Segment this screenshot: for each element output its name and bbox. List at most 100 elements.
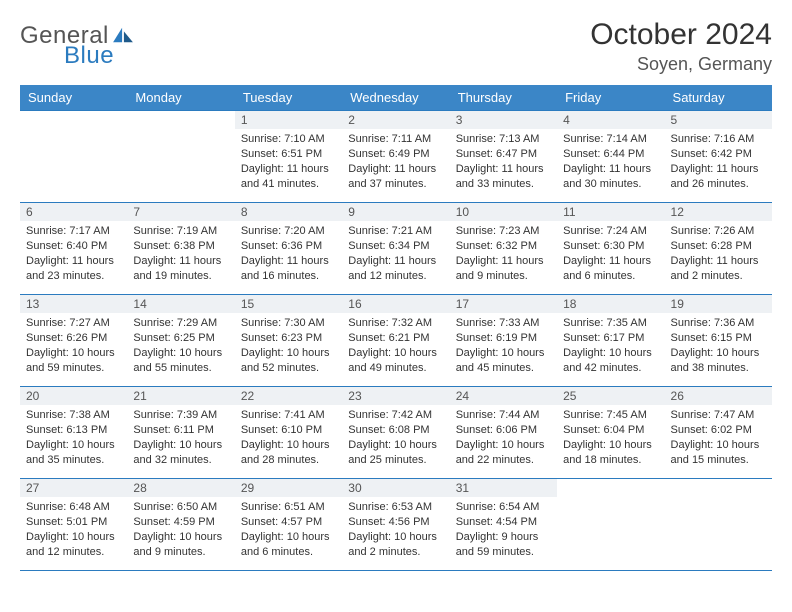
calendar-week-row: 13Sunrise: 7:27 AMSunset: 6:26 PMDayligh… — [20, 295, 772, 387]
day-detail-line: Daylight: 11 hours — [456, 254, 551, 269]
day-number: 31 — [450, 479, 557, 497]
day-detail: Sunrise: 6:54 AMSunset: 4:54 PMDaylight:… — [450, 497, 557, 563]
day-detail-line: Sunset: 6:25 PM — [133, 331, 228, 346]
day-detail-line: Sunrise: 7:11 AM — [348, 132, 443, 147]
day-detail-line: Daylight: 10 hours — [456, 438, 551, 453]
calendar-day-cell: 1Sunrise: 7:10 AMSunset: 6:51 PMDaylight… — [235, 111, 342, 203]
day-detail-line: and 25 minutes. — [348, 453, 443, 468]
day-detail-line: and 9 minutes. — [456, 269, 551, 284]
day-detail: Sunrise: 7:32 AMSunset: 6:21 PMDaylight:… — [342, 313, 449, 379]
day-detail-line: Sunrise: 6:54 AM — [456, 500, 551, 515]
calendar-day-cell: 12Sunrise: 7:26 AMSunset: 6:28 PMDayligh… — [665, 203, 772, 295]
day-detail-line: and 6 minutes. — [563, 269, 658, 284]
logo: GeneralBlue — [20, 18, 135, 68]
calendar-day-cell: 20 Sunrise: 7:38 AMSunset: 6:13 PMDayligh… — [20, 387, 127, 479]
day-detail: Sunrise: 7:42 AMSunset: 6:08 PMDaylight:… — [342, 405, 449, 471]
day-number: 30 — [342, 479, 449, 497]
logo-word-2: Blue — [20, 44, 135, 68]
day-detail-line: and 45 minutes. — [456, 361, 551, 376]
day-number: 3 — [450, 111, 557, 129]
day-number: 20 — [20, 387, 127, 405]
day-detail-line: Sunset: 6:44 PM — [563, 147, 658, 162]
day-detail-line: Sunrise: 6:53 AM — [348, 500, 443, 515]
calendar-day-cell: 30Sunrise: 6:53 AMSunset: 4:56 PMDayligh… — [342, 479, 449, 571]
day-detail-line: Daylight: 11 hours — [241, 162, 336, 177]
day-detail: Sunrise: 7:10 AMSunset: 6:51 PMDaylight:… — [235, 129, 342, 195]
day-number: 16 — [342, 295, 449, 313]
day-detail-line: Daylight: 10 hours — [26, 438, 121, 453]
calendar-day-cell: 15Sunrise: 7:30 AMSunset: 6:23 PMDayligh… — [235, 295, 342, 387]
day-detail-line: Sunrise: 6:48 AM — [26, 500, 121, 515]
day-detail-line: Sunset: 6:11 PM — [133, 423, 228, 438]
day-detail-line: Sunset: 6:51 PM — [241, 147, 336, 162]
day-detail-line: Sunrise: 7:36 AM — [671, 316, 766, 331]
calendar-table: Sunday Monday Tuesday Wednesday Thursday… — [20, 85, 772, 571]
day-detail-line: and 9 minutes. — [133, 545, 228, 560]
day-number: 12 — [665, 203, 772, 221]
day-detail-line: Sunset: 6:10 PM — [241, 423, 336, 438]
day-detail-line: Sunrise: 7:38 AM — [26, 408, 121, 423]
calendar-day-cell: 24Sunrise: 7:44 AMSunset: 6:06 PMDayligh… — [450, 387, 557, 479]
day-detail: Sunrise: 7:33 AMSunset: 6:19 PMDaylight:… — [450, 313, 557, 379]
day-detail-line: Daylight: 10 hours — [348, 530, 443, 545]
day-number: 29 — [235, 479, 342, 497]
day-detail-line: Sunrise: 7:45 AM — [563, 408, 658, 423]
day-number: 14 — [127, 295, 234, 313]
calendar-weekday-header: Sunday Monday Tuesday Wednesday Thursday… — [20, 85, 772, 111]
calendar-day-cell: 27Sunrise: 6:48 AMSunset: 5:01 PMDayligh… — [20, 479, 127, 571]
day-number: 5 — [665, 111, 772, 129]
day-detail-line: Sunrise: 7:20 AM — [241, 224, 336, 239]
calendar-day-cell: 22Sunrise: 7:41 AMSunset: 6:10 PMDayligh… — [235, 387, 342, 479]
calendar-day-cell: 17Sunrise: 7:33 AMSunset: 6:19 PMDayligh… — [450, 295, 557, 387]
calendar-week-row: 27Sunrise: 6:48 AMSunset: 5:01 PMDayligh… — [20, 479, 772, 571]
day-detail-line: Sunset: 6:30 PM — [563, 239, 658, 254]
calendar-day-cell: 19Sunrise: 7:36 AMSunset: 6:15 PMDayligh… — [665, 295, 772, 387]
calendar-page: GeneralBlue October 2024 Soyen, Germany … — [0, 0, 792, 612]
day-detail: Sunrise: 7:13 AMSunset: 6:47 PMDaylight:… — [450, 129, 557, 195]
day-detail-line: Sunrise: 7:41 AM — [241, 408, 336, 423]
calendar-day-cell: 9Sunrise: 7:21 AMSunset: 6:34 PMDaylight… — [342, 203, 449, 295]
day-detail-line: Daylight: 10 hours — [563, 346, 658, 361]
day-detail-line: Sunset: 6:47 PM — [456, 147, 551, 162]
calendar-day-cell: 10Sunrise: 7:23 AMSunset: 6:32 PMDayligh… — [450, 203, 557, 295]
day-detail: Sunrise: 7:39 AMSunset: 6:11 PMDaylight:… — [127, 405, 234, 471]
day-detail-line: and 19 minutes. — [133, 269, 228, 284]
day-detail-line: Daylight: 10 hours — [241, 530, 336, 545]
day-detail-line: and 55 minutes. — [133, 361, 228, 376]
day-detail-line: Sunset: 6:13 PM — [26, 423, 121, 438]
day-detail-line: Sunrise: 7:27 AM — [26, 316, 121, 331]
day-detail-line: Sunset: 6:15 PM — [671, 331, 766, 346]
day-number: 28 — [127, 479, 234, 497]
day-detail-line: Sunrise: 7:33 AM — [456, 316, 551, 331]
day-detail-line: and 18 minutes. — [563, 453, 658, 468]
day-detail-line: Daylight: 9 hours — [456, 530, 551, 545]
day-detail-line: Sunset: 6:26 PM — [26, 331, 121, 346]
day-number: 27 — [20, 479, 127, 497]
day-detail: Sunrise: 7:45 AMSunset: 6:04 PMDaylight:… — [557, 405, 664, 471]
day-detail-line: Sunrise: 7:42 AM — [348, 408, 443, 423]
day-detail-line: Sunrise: 7:29 AM — [133, 316, 228, 331]
calendar-day-cell: 3Sunrise: 7:13 AMSunset: 6:47 PMDaylight… — [450, 111, 557, 203]
day-detail-line: Sunset: 6:06 PM — [456, 423, 551, 438]
day-detail-line: and 15 minutes. — [671, 453, 766, 468]
day-detail-line: and 12 minutes. — [348, 269, 443, 284]
day-detail-line: and 59 minutes. — [456, 545, 551, 560]
weekday-heading: Friday — [557, 85, 664, 111]
calendar-day-cell: 26Sunrise: 7:47 AMSunset: 6:02 PMDayligh… — [665, 387, 772, 479]
weekday-heading: Thursday — [450, 85, 557, 111]
day-detail-line: Sunrise: 7:39 AM — [133, 408, 228, 423]
day-detail-line: Sunrise: 7:32 AM — [348, 316, 443, 331]
day-detail-line: Sunrise: 6:51 AM — [241, 500, 336, 515]
calendar-week-row: 20Sunrise: 7:38 AMSunset: 6:13 PMDayligh… — [20, 387, 772, 479]
day-detail-line: Sunrise: 7:44 AM — [456, 408, 551, 423]
day-detail-line: Daylight: 11 hours — [671, 162, 766, 177]
day-number: 23 — [342, 387, 449, 405]
day-detail: Sunrise: 7:14 AMSunset: 6:44 PMDaylight:… — [557, 129, 664, 195]
day-detail-line: Daylight: 10 hours — [133, 346, 228, 361]
calendar-week-row: ..1Sunrise: 7:10 AMSunset: 6:51 PMDaylig… — [20, 111, 772, 203]
day-detail-line: Sunset: 6:32 PM — [456, 239, 551, 254]
day-detail-line: Daylight: 11 hours — [456, 162, 551, 177]
day-detail-line: and 12 minutes. — [26, 545, 121, 560]
day-detail: Sunrise: 7:23 AMSunset: 6:32 PMDaylight:… — [450, 221, 557, 287]
day-detail-line: Sunset: 6:38 PM — [133, 239, 228, 254]
